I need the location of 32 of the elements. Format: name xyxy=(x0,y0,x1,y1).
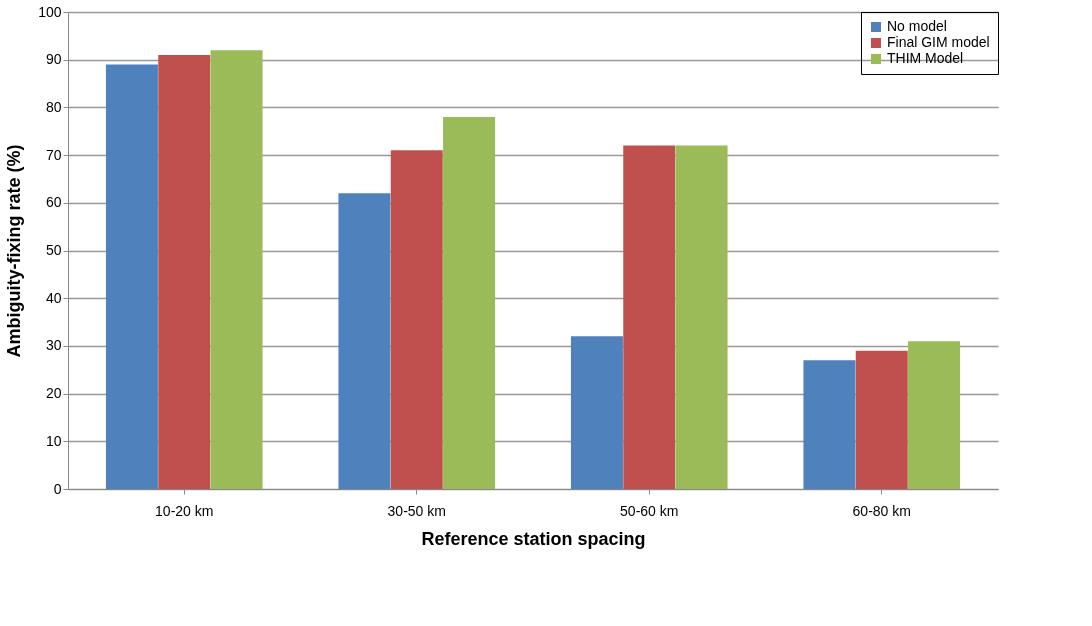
legend-label: THIM Model xyxy=(887,50,964,66)
bar xyxy=(803,360,856,489)
bar xyxy=(210,50,263,489)
bar xyxy=(338,193,391,489)
y-tick-label: 60 xyxy=(45,194,62,211)
x-tick-label: 10-20 km xyxy=(155,502,214,519)
x-tick-label: 30-50 km xyxy=(387,502,446,519)
bar xyxy=(623,145,676,489)
bar xyxy=(390,150,443,489)
y-tick-label: 50 xyxy=(45,242,62,258)
y-tick-label: 40 xyxy=(45,289,62,306)
bar xyxy=(570,336,623,489)
bar xyxy=(908,341,961,489)
legend-label: No model xyxy=(887,18,947,34)
x-axis-title: Reference station spacing xyxy=(421,528,646,549)
x-tick-label: 50-60 km xyxy=(620,502,679,519)
y-tick-label: 20 xyxy=(45,385,62,402)
y-tick-label: 90 xyxy=(45,51,62,68)
bar xyxy=(105,64,158,489)
bar xyxy=(855,350,908,489)
x-tick-label: 60-80 km xyxy=(852,502,911,519)
bar xyxy=(675,145,728,489)
y-tick-label: 70 xyxy=(45,146,62,163)
y-tick-label: 0 xyxy=(53,480,62,497)
y-axis-title: Ambiguity-fixing rate (%) xyxy=(4,144,25,358)
y-tick-label: 100 xyxy=(38,3,62,20)
legend-label: Final GIM model xyxy=(887,34,990,50)
y-tick-label: 10 xyxy=(45,432,62,449)
bar xyxy=(443,116,496,489)
y-tick-label: 80 xyxy=(45,98,62,115)
bar xyxy=(158,54,211,489)
y-tick-label: 30 xyxy=(45,337,62,354)
